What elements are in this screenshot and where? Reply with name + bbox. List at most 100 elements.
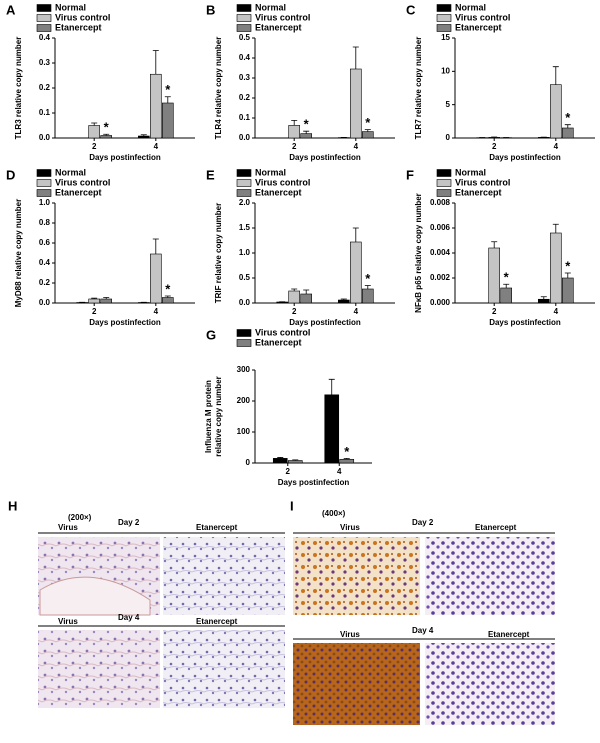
bar xyxy=(361,131,374,139)
bar xyxy=(337,299,350,304)
x-tick-label: 4 xyxy=(354,142,359,151)
significance-mark: * xyxy=(165,82,171,97)
y-tick-label: 0.000 xyxy=(430,298,451,307)
panel-letter: E xyxy=(206,167,215,182)
image-detail xyxy=(39,576,151,616)
y-axis-label: NFκB p65 relative copy number xyxy=(414,193,423,313)
y-tick-label: 0.6 xyxy=(39,238,51,247)
error-bar xyxy=(552,223,559,233)
image-label: Virus xyxy=(340,523,360,532)
magnification: (200×) xyxy=(68,513,92,522)
y-tick-label: 200 xyxy=(237,396,251,405)
bar xyxy=(162,102,174,139)
y-tick-label: 1.5 xyxy=(239,223,251,232)
legend-label: Virus control xyxy=(55,12,110,22)
image-label: Virus xyxy=(58,523,78,532)
legend-label: Virus control xyxy=(455,177,510,187)
error-bar xyxy=(291,288,298,291)
bar xyxy=(324,394,340,464)
y-axis-label: MyD88 relative copy number xyxy=(14,199,23,307)
legend-swatch xyxy=(236,339,252,347)
legend-label: Etanercept xyxy=(255,22,302,32)
y-tick-label: 0.002 xyxy=(430,273,451,282)
panel-letter: A xyxy=(6,2,16,17)
error-bar xyxy=(277,457,284,459)
bar xyxy=(500,287,513,304)
legend-swatch xyxy=(36,14,52,22)
error-bar xyxy=(152,238,159,254)
y-tick-label: 0.0 xyxy=(39,298,51,307)
x-axis-label: Days postinfection xyxy=(89,318,161,327)
y-tick-label: 0.0 xyxy=(239,133,251,142)
error-bar xyxy=(303,289,310,294)
image-label: Day 2 xyxy=(412,518,434,527)
y-tick-label: 1.0 xyxy=(239,248,251,257)
bar xyxy=(549,232,562,304)
legend-swatch xyxy=(436,24,452,32)
x-tick-label: 4 xyxy=(154,142,159,151)
image-i-etanercept-day2 xyxy=(425,537,555,615)
bar xyxy=(349,241,362,304)
error-bar xyxy=(352,227,359,242)
y-tick-label: 0.2 xyxy=(39,278,51,287)
y-tick-label: 0.1 xyxy=(39,108,51,117)
legend-label: Etanercept xyxy=(455,22,502,32)
panel-letter: I xyxy=(290,498,294,513)
error-bar xyxy=(364,285,371,289)
legend-swatch xyxy=(36,24,52,32)
error-bar xyxy=(303,130,310,134)
bar xyxy=(561,127,574,139)
error-bar xyxy=(292,459,299,461)
error-bar xyxy=(140,134,147,136)
x-tick-label: 2 xyxy=(92,142,97,151)
legend-swatch xyxy=(236,24,252,32)
x-tick-label: 4 xyxy=(354,307,359,316)
legend-label: Virus control xyxy=(255,327,310,337)
image-label: Etanercept xyxy=(196,523,238,532)
y-axis-label: TRIF relative copy number xyxy=(214,203,223,303)
bar xyxy=(300,133,313,139)
y-tick-label: 1.0 xyxy=(39,198,51,207)
legend-swatch xyxy=(436,14,452,22)
legend-label: Etanercept xyxy=(55,187,102,197)
image-label: Etanercept xyxy=(475,523,517,532)
x-axis-label: Days postinfection xyxy=(89,153,161,162)
bar xyxy=(300,293,313,304)
error-bar xyxy=(364,129,371,132)
error-bar xyxy=(91,297,98,299)
y-tick-label: 0.2 xyxy=(239,93,251,102)
y-axis-label: relative copy number xyxy=(214,376,223,456)
error-bar xyxy=(164,295,171,298)
legend-swatch xyxy=(36,179,52,187)
y-tick-label: 0.0 xyxy=(39,133,51,142)
panel-letter: D xyxy=(6,167,15,182)
bar xyxy=(150,73,162,139)
image-i-virus-day2 xyxy=(293,537,420,615)
legend-label: Virus control xyxy=(55,177,110,187)
magnification: (400×) xyxy=(322,509,346,518)
y-tick-label: 100 xyxy=(237,427,251,436)
x-axis-label: Days postinfection xyxy=(289,153,361,162)
image-label: Day 4 xyxy=(412,626,434,635)
panel-letter: F xyxy=(406,167,414,182)
x-tick-label: 2 xyxy=(292,142,297,151)
y-tick-label: 0.0 xyxy=(239,298,251,307)
error-bar xyxy=(91,122,98,126)
legend-label: Normal xyxy=(455,167,486,177)
y-tick-label: 0.4 xyxy=(39,258,51,267)
image-i-etanercept-day4 xyxy=(425,643,555,725)
legend-label: Virus control xyxy=(255,12,310,22)
x-tick-label: 2 xyxy=(492,142,497,151)
bar xyxy=(150,253,162,304)
panel-letter: C xyxy=(406,2,416,17)
x-tick-label: 2 xyxy=(492,307,497,316)
legend-label: Virus control xyxy=(255,177,310,187)
bar xyxy=(138,135,150,139)
bar xyxy=(100,135,112,139)
legend-swatch xyxy=(36,169,52,177)
y-axis-label: TLR4 relative copy number xyxy=(214,37,223,140)
error-bar xyxy=(291,120,298,126)
y-tick-label: 0.004 xyxy=(430,248,451,257)
legend-label: Normal xyxy=(255,167,286,177)
